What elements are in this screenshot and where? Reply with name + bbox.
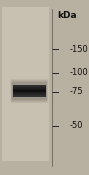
Bar (13, 89, 45, 90)
FancyBboxPatch shape (11, 80, 48, 102)
FancyBboxPatch shape (12, 82, 47, 100)
Text: -100: -100 (69, 68, 88, 77)
Bar (13, 94, 45, 95)
Bar (13, 91, 45, 92)
Bar (13, 85, 45, 86)
Bar (13, 96, 45, 97)
Text: -75: -75 (69, 87, 83, 96)
Text: -150: -150 (69, 44, 88, 54)
Bar (13, 87, 45, 88)
Text: -50: -50 (69, 121, 83, 131)
Bar (13, 86, 45, 87)
Bar (13, 95, 45, 96)
Bar (13, 90, 45, 91)
FancyBboxPatch shape (2, 7, 49, 161)
Bar (13, 93, 45, 94)
Bar (13, 88, 45, 89)
Text: kDa: kDa (57, 10, 77, 19)
Bar (13, 85, 45, 86)
Bar (13, 92, 45, 93)
FancyBboxPatch shape (11, 79, 48, 103)
